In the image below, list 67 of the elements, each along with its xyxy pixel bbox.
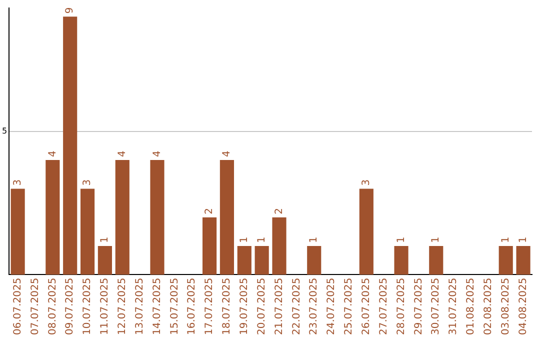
bar (498, 246, 513, 275)
x-tick-label: 30.07.2025 (430, 278, 442, 336)
data-label: 1 (238, 236, 250, 244)
x-tick-label: 07.07.2025 (30, 278, 41, 336)
data-label: 4 (222, 150, 233, 158)
x-tick-label: 18.07.2025 (222, 278, 233, 336)
bar (307, 246, 322, 275)
bar (429, 246, 444, 275)
data-label: 1 (256, 236, 268, 244)
x-tick-label: 22.07.2025 (291, 278, 302, 336)
data-label: 1 (396, 236, 407, 244)
x-tick-label: 21.07.2025 (274, 278, 285, 336)
data-label: 9 (64, 7, 76, 14)
bar (63, 16, 78, 275)
x-tick-label: 03.08.2025 (500, 278, 512, 336)
bar (10, 188, 25, 275)
x-tick-label: 19.07.2025 (238, 278, 250, 336)
data-label: 1 (500, 236, 512, 244)
bar (150, 160, 164, 275)
bar (80, 188, 95, 275)
data-label: 2 (204, 208, 216, 214)
data-label: 4 (116, 150, 128, 158)
x-tick-label: 13.07.2025 (134, 278, 146, 336)
x-tick-label: 20.07.2025 (256, 278, 268, 336)
x-tick-label: 01.08.2025 (466, 278, 477, 336)
data-label: 1 (308, 236, 320, 244)
bar (272, 217, 286, 275)
x-tick-label: 14.07.2025 (152, 278, 163, 336)
data-label: 3 (12, 179, 24, 186)
x-tick-label: 02.08.2025 (483, 278, 494, 336)
bar (98, 246, 112, 275)
y-tick-label: 5 (2, 126, 8, 136)
bar (394, 246, 408, 275)
x-tick-label: 26.07.2025 (361, 278, 372, 336)
data-label: 3 (82, 179, 94, 186)
x-tick-label: 29.07.2025 (413, 278, 424, 336)
x-tick-label: 09.07.2025 (64, 278, 76, 336)
x-tick-label: 11.07.2025 (100, 278, 111, 336)
bar (359, 188, 374, 275)
data-label: 1 (100, 236, 111, 244)
x-tick-label: 10.07.2025 (82, 278, 94, 336)
x-tick-label: 24.07.2025 (326, 278, 338, 336)
data-label: 4 (152, 150, 163, 158)
bar (237, 246, 252, 275)
x-tick-label: 06.07.2025 (12, 278, 24, 336)
bar (516, 246, 530, 275)
x-tick-label: 15.07.2025 (169, 278, 180, 336)
x-tick-label: 23.07.2025 (308, 278, 320, 336)
x-tick-label: 16.07.2025 (186, 278, 198, 336)
data-label: 4 (47, 150, 58, 158)
data-label: 2 (274, 208, 285, 214)
bar (46, 160, 60, 275)
data-label: 3 (361, 179, 372, 186)
data-label: 1 (430, 236, 442, 244)
x-tick-label: 08.07.2025 (47, 278, 58, 336)
data-label: 1 (518, 236, 529, 244)
bar (220, 160, 234, 275)
bar (254, 246, 269, 275)
x-tick-label: 12.07.2025 (116, 278, 128, 336)
x-tick-label: 25.07.2025 (344, 278, 355, 336)
x-tick-label: 28.07.2025 (396, 278, 407, 336)
x-tick-label: 17.07.2025 (204, 278, 216, 336)
x-tick-label: 27.07.2025 (378, 278, 390, 336)
bar (202, 217, 217, 275)
x-tick-label: 31.07.2025 (448, 278, 460, 336)
bar (115, 160, 130, 275)
x-tick-label: 04.08.2025 (518, 278, 529, 336)
